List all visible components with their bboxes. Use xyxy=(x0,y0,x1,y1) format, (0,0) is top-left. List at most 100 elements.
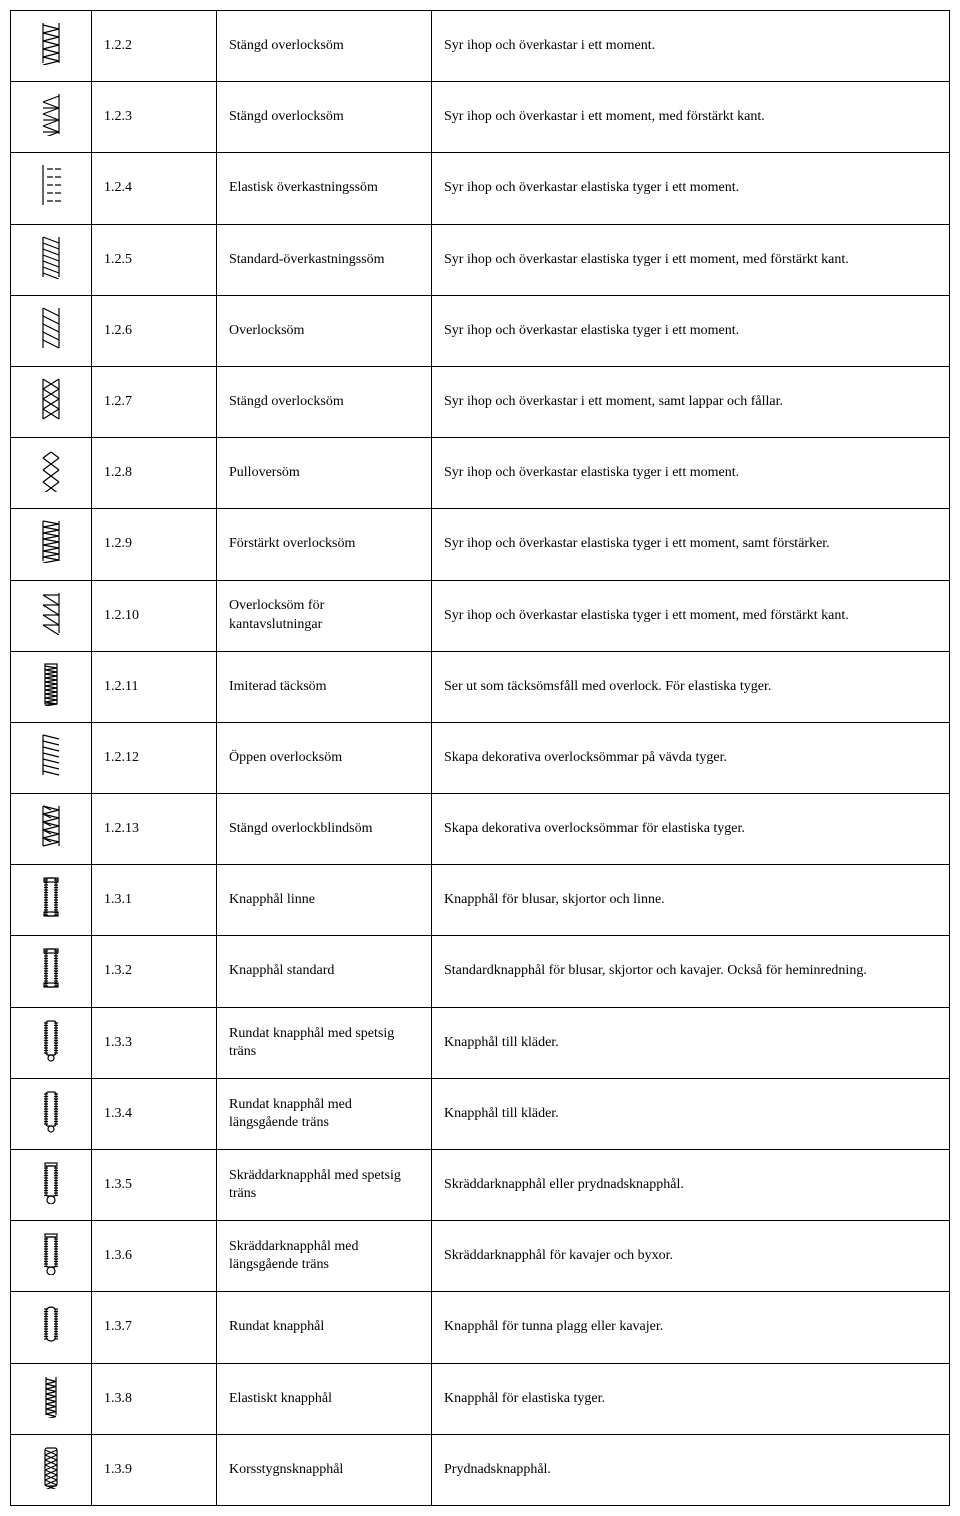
reinforced-overlock-icon xyxy=(39,519,63,563)
stitch-icon-cell xyxy=(11,295,92,366)
stitch-name: Stängd overlocksöm xyxy=(217,366,432,437)
stitch-name: Elastiskt knapphål xyxy=(217,1363,432,1434)
overlock-open-diag-icon xyxy=(39,306,63,350)
stitch-name: Rundat knapphål med spetsig träns xyxy=(217,1007,432,1078)
stitch-icon-cell xyxy=(11,1150,92,1221)
stitch-icon-cell xyxy=(11,1007,92,1078)
stitch-icon-cell xyxy=(11,509,92,580)
elastic-dashes-icon xyxy=(39,163,63,207)
stitch-number: 1.2.11 xyxy=(92,651,217,722)
stitch-name: Skräddarknapphål med spetsig träns xyxy=(217,1150,432,1221)
stitch-name: Förstärkt overlocksöm xyxy=(217,509,432,580)
stitch-description: Ser ut som täcksömsfåll med overlock. Fö… xyxy=(432,651,950,722)
stitch-name: Stängd overlocksöm xyxy=(217,82,432,153)
stitch-name: Knapphål standard xyxy=(217,936,432,1007)
stitch-name: Overlocksöm xyxy=(217,295,432,366)
stitch-description: Skapa dekorativa overlocksömmar på vävda… xyxy=(432,722,950,793)
stitch-description: Syr ihop och överkastar elastiska tyger … xyxy=(432,580,950,651)
table-row: 1.2.2Stängd overlocksömSyr ihop och över… xyxy=(11,11,950,82)
stitch-icon-cell xyxy=(11,1078,92,1149)
stitch-number: 1.2.13 xyxy=(92,794,217,865)
tailor-buttonhole-point-icon xyxy=(39,1160,63,1204)
buttonhole-elastic-icon xyxy=(39,1374,63,1418)
stitch-number: 1.3.3 xyxy=(92,1007,217,1078)
stitch-description: Skräddarknapphål eller prydnadsknapphål. xyxy=(432,1150,950,1221)
stitch-name: Pulloversöm xyxy=(217,438,432,509)
stitch-name: Rundat knapphål xyxy=(217,1292,432,1363)
table-row: 1.3.7Rundat knapphålKnapphål för tunna p… xyxy=(11,1292,950,1363)
stitch-name: Standard-överkastningssöm xyxy=(217,224,432,295)
table-row: 1.2.12Öppen overlocksömSkapa dekorativa … xyxy=(11,722,950,793)
buttonhole-round-point-icon xyxy=(39,1018,63,1062)
stitch-icon-cell xyxy=(11,794,92,865)
stitch-name: Imiterad täcksöm xyxy=(217,651,432,722)
stitch-description: Syr ihop och överkastar elastiska tyger … xyxy=(432,509,950,580)
closed-overlock-blind-icon xyxy=(39,804,63,848)
stitch-name: Stängd overlocksöm xyxy=(217,11,432,82)
table-row: 1.2.3Stängd overlocksömSyr ihop och över… xyxy=(11,82,950,153)
stitch-number: 1.3.5 xyxy=(92,1150,217,1221)
stitch-number: 1.3.4 xyxy=(92,1078,217,1149)
table-row: 1.2.11Imiterad täcksömSer ut som täcksöm… xyxy=(11,651,950,722)
stitch-number: 1.2.12 xyxy=(92,722,217,793)
stitch-description: Standardknapphål för blusar, skjortor oc… xyxy=(432,936,950,1007)
open-overlock-diag-icon xyxy=(39,733,63,777)
stitch-icon-cell xyxy=(11,580,92,651)
stitch-description: Syr ihop och överkastar elastiska tyger … xyxy=(432,224,950,295)
stitch-number: 1.3.9 xyxy=(92,1434,217,1505)
table-row: 1.2.13Stängd overlockblindsömSkapa dekor… xyxy=(11,794,950,865)
stitch-icon-cell xyxy=(11,936,92,1007)
stitch-description: Knapphål för tunna plagg eller kavajer. xyxy=(432,1292,950,1363)
stitch-description: Syr ihop och överkastar elastiska tyger … xyxy=(432,438,950,509)
table-row: 1.3.3Rundat knapphål med spetsig tränsKn… xyxy=(11,1007,950,1078)
stitch-description: Prydnadsknapphål. xyxy=(432,1434,950,1505)
stitch-number: 1.3.6 xyxy=(92,1221,217,1292)
tailor-buttonhole-long-icon xyxy=(39,1231,63,1275)
stitch-icon-cell xyxy=(11,1292,92,1363)
table-row: 1.3.8Elastiskt knapphålKnapphål för elas… xyxy=(11,1363,950,1434)
stitch-description: Syr ihop och överkastar elastiska tyger … xyxy=(432,153,950,224)
stitch-number: 1.2.10 xyxy=(92,580,217,651)
table-row: 1.2.10Overlocksöm för kantavslutningarSy… xyxy=(11,580,950,651)
buttonhole-rounded-icon xyxy=(39,1302,63,1346)
overlock-x-cross-icon xyxy=(39,377,63,421)
stitch-description: Syr ihop och överkastar i ett moment, sa… xyxy=(432,366,950,437)
stitch-name: Overlocksöm för kantavslutningar xyxy=(217,580,432,651)
stitch-number: 1.2.2 xyxy=(92,11,217,82)
table-row: 1.3.1Knapphål linneKnapphål för blusar, … xyxy=(11,865,950,936)
stitch-description: Knapphål för elastiska tyger. xyxy=(432,1363,950,1434)
stitch-table-body: 1.2.2Stängd overlocksömSyr ihop och över… xyxy=(11,11,950,1506)
stitch-number: 1.2.9 xyxy=(92,509,217,580)
stitch-icon-cell xyxy=(11,82,92,153)
stitch-icon-cell xyxy=(11,1363,92,1434)
overlock-edge-finish-icon xyxy=(39,591,63,635)
stitch-icon-cell xyxy=(11,722,92,793)
stitch-description: Skräddarknapphål för kavajer och byxor. xyxy=(432,1221,950,1292)
stitch-number: 1.3.8 xyxy=(92,1363,217,1434)
stitch-number: 1.3.7 xyxy=(92,1292,217,1363)
stitch-description: Syr ihop och överkastar i ett moment. xyxy=(432,11,950,82)
buttonhole-standard-icon xyxy=(39,946,63,990)
stitch-number: 1.2.4 xyxy=(92,153,217,224)
buttonhole-cross-icon xyxy=(39,1445,63,1489)
overlock-triangles-icon xyxy=(39,92,63,136)
table-row: 1.3.6Skräddarknapphål med längsgående tr… xyxy=(11,1221,950,1292)
stitch-name: Korsstygnsknapphål xyxy=(217,1434,432,1505)
stitch-number: 1.3.2 xyxy=(92,936,217,1007)
stitch-description: Skapa dekorativa overlocksömmar för elas… xyxy=(432,794,950,865)
stitch-description: Knapphål till kläder. xyxy=(432,1007,950,1078)
stitch-icon-cell xyxy=(11,153,92,224)
imitated-cover-icon xyxy=(39,662,63,706)
table-row: 1.3.9KorsstygnsknapphålPrydnadsknapphål. xyxy=(11,1434,950,1505)
stitch-icon-cell xyxy=(11,1434,92,1505)
pullover-diamond-icon xyxy=(39,448,63,492)
table-row: 1.2.6OverlocksömSyr ihop och överkastar … xyxy=(11,295,950,366)
stitch-description: Knapphål till kläder. xyxy=(432,1078,950,1149)
table-row: 1.2.5 Standard-överkastningssömSyr ihop … xyxy=(11,224,950,295)
table-row: 1.2.9Förstärkt overlocksömSyr ihop och ö… xyxy=(11,509,950,580)
stitch-number: 1.2.6 xyxy=(92,295,217,366)
stitch-icon-cell xyxy=(11,366,92,437)
table-row: 1.2.8PulloversömSyr ihop och överkastar … xyxy=(11,438,950,509)
stitch-number: 1.2.3 xyxy=(92,82,217,153)
stitch-description: Syr ihop och överkastar i ett moment, me… xyxy=(432,82,950,153)
